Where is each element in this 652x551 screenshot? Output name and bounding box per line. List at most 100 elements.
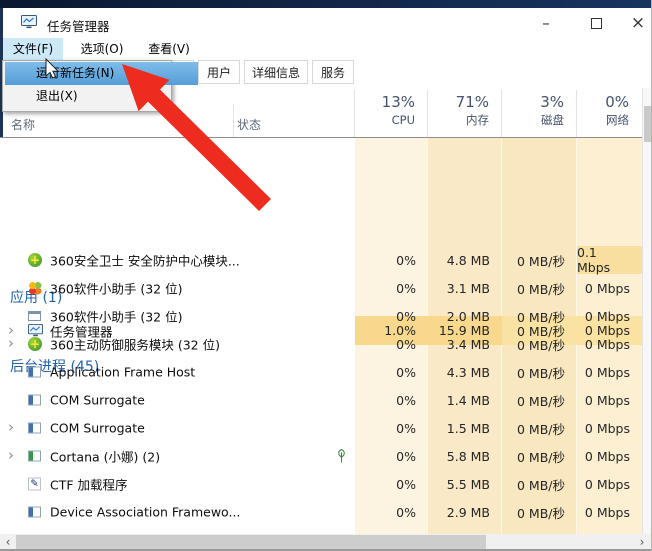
disk-value: 0 MB/秒 [517,253,565,269]
group-header-apps[interactable]: 应用 (1) [10,290,63,306]
network-value: 0 Mbps [584,308,630,324]
memory-value: 4.3 MB [446,364,490,380]
network-value: 0 Mbps [584,476,630,492]
app-window-icon [28,422,41,434]
table-row[interactable]: 360软件小助手 (32 位) 0% 2.0 MB 0 MB/秒 0 Mbps [0,302,642,330]
network-value: 0 Mbps [577,316,642,345]
table-row[interactable]: › + 360主动防御服务模块 (32 位) 0% 3.4 MB 0 MB/秒 … [0,330,642,358]
task-manager-icon [21,15,37,29]
tab-users[interactable]: 用户 [198,60,240,84]
scroll-right-arrow[interactable]: › [639,535,645,549]
process-name: 360安全卫士 安全防护中心模块... [50,253,240,269]
table-row[interactable]: › Cortana (小娜) (2) 0% 5.8 MB 0 MB/秒 0 Mb… [0,442,642,470]
process-name: 360软件小助手 (32 位) [50,309,183,325]
app-window-icon [28,394,41,406]
window-title: 任务管理器 [47,19,110,34]
memory-value: 1.4 MB [446,392,490,408]
column-header-status[interactable]: 状态 [237,118,262,132]
360-defense-icon: + [28,337,42,351]
process-name: 360主动防御服务模块 (32 位) [50,337,220,353]
network-value: 0 Mbps [584,392,630,408]
task-manager-icon [28,323,43,336]
network-value: 0 Mbps [584,336,630,352]
process-name: Application Frame Host [50,364,196,380]
disk-value: 0 MB/秒 [517,337,565,353]
window-top-edge [0,0,651,8]
table-row[interactable]: › 任务管理器 1.0% 15.9 MB 0 MB/秒 0 Mbps [0,316,642,345]
menu-item-exit[interactable]: 退出(X) [36,89,78,103]
scroll-left-arrow[interactable]: ‹ [5,535,11,549]
process-name: 任务管理器 [50,324,113,339]
header-separator [354,90,355,137]
process-name: 360软件小助手 (32 位) [50,281,183,297]
table-row[interactable]: 360软件小助手 (32 位) 0% 3.1 MB 0 MB/秒 0 Mbps [0,274,642,302]
chevron-right-icon[interactable]: › [8,333,14,352]
cpu-value: 0% [396,392,416,408]
column-header-disk[interactable]: 3% 磁盘 [540,93,564,127]
process-name: COM Surrogate [50,392,145,408]
disk-value: 0 MB/秒 [517,365,565,381]
header-separator [576,90,577,137]
disk-value: 0 MB/秒 [517,505,565,521]
process-name: Device Association Framewo... [50,504,241,520]
cpu-value: 0% [396,364,416,380]
maximize-icon [590,17,602,29]
menu-file[interactable]: 文件(F) [3,38,63,60]
table-row[interactable]: COM Surrogate 0% 1.4 MB 0 MB/秒 0 Mbps [0,386,642,414]
memory-value: 1.5 MB [446,420,490,436]
table-row[interactable]: ✎ CTF 加载程序 0% 5.5 MB 0 MB/秒 0 Mbps [0,470,642,498]
tab-details[interactable]: 详细信息 [244,60,308,84]
column-header-network[interactable]: 0% 网络 [605,93,629,127]
table-row[interactable]: + 360安全卫士 安全防护中心模块... 0% 4.8 MB 0 MB/秒 0… [0,245,642,275]
cortana-icon [28,450,41,462]
ctf-pen-icon: ✎ [28,477,41,491]
360-security-icon: + [28,253,42,267]
memory-value: 2.9 MB [446,504,490,520]
tab-services[interactable]: 服务 [312,60,354,84]
cpu-value: 0% [396,448,416,464]
disk-value: 0 MB/秒 [517,477,565,493]
network-value: 0 Mbps [584,504,630,520]
minimize-button[interactable]: – [542,14,550,32]
table-row[interactable]: Device Association Framewo... 0% 2.9 MB … [0,498,642,526]
network-value: 0 Mbps [584,420,630,436]
vertical-scrollbar[interactable] [642,88,651,534]
chevron-right-icon[interactable]: › [8,417,14,436]
menu-bar: 文件(F) 选项(O) 查看(V) [3,38,651,60]
memory-value: 3.4 MB [446,336,490,352]
360-assistant-icon [28,281,42,295]
horizontal-scrollbar-thumb[interactable] [16,535,486,549]
horizontal-scrollbar[interactable]: ‹ › [0,534,651,550]
network-value: 0 Mbps [584,448,630,464]
process-name: CTF 加载程序 [50,477,128,493]
network-value: 0 Mbps [584,280,630,296]
memory-value: 5.5 MB [446,476,490,492]
process-name: COM Surrogate [50,420,145,436]
memory-value: 5.8 MB [446,448,490,464]
menu-item-run-new-task[interactable]: 运行新任务(N) [5,62,198,85]
table-row[interactable]: › COM Surrogate 0% 1.5 MB 0 MB/秒 0 Mbps [0,414,642,442]
column-header-cpu[interactable]: 13% CPU [381,93,415,127]
cpu-value: 0% [396,280,416,296]
window-bottom-edge [0,549,651,551]
chevron-right-icon[interactable]: › [8,445,14,464]
table-row[interactable]: Application Frame Host 0% 4.3 MB 0 MB/秒 … [0,358,642,386]
disk-value: 0 MB/秒 [517,309,565,325]
header-separator [501,90,502,137]
menu-view[interactable]: 查看(V) [148,42,190,56]
header-separator [233,104,234,137]
header-separator [427,90,428,137]
suspended-leaf-icon [338,448,345,463]
chevron-right-icon[interactable]: › [8,320,14,339]
title-bar[interactable]: 任务管理器 – × [3,8,651,38]
column-header-memory[interactable]: 71% 内存 [455,93,489,127]
app-window-icon [28,366,41,378]
close-button[interactable]: × [630,13,646,33]
menu-options[interactable]: 选项(O) [80,42,124,56]
vertical-scrollbar-thumb[interactable] [644,106,651,142]
column-header-name[interactable]: 名称 [11,118,36,132]
maximize-button[interactable] [581,8,611,38]
window-outline-icon [28,311,41,321]
cpu-value: 1.0% [355,316,428,345]
